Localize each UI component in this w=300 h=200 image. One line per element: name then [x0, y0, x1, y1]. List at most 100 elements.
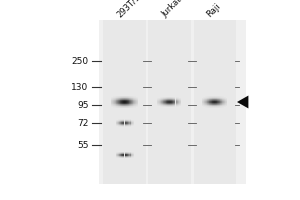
Bar	[132, 96, 133, 97]
Bar	[124, 102, 125, 103]
Bar	[131, 123, 132, 124]
Bar	[179, 100, 180, 101]
Bar	[132, 97, 133, 98]
Bar	[177, 100, 178, 101]
Bar	[128, 152, 129, 153]
Bar	[130, 153, 131, 154]
Bar	[122, 120, 123, 121]
Bar	[122, 119, 123, 120]
Bar	[115, 104, 116, 105]
Bar	[119, 104, 120, 105]
Bar	[129, 104, 130, 105]
Bar	[176, 105, 177, 106]
Bar	[134, 100, 135, 101]
Bar	[127, 105, 128, 106]
Bar	[124, 153, 125, 154]
Bar	[123, 96, 124, 97]
Bar	[217, 106, 218, 107]
Bar	[123, 156, 124, 157]
Bar	[170, 100, 171, 101]
Bar	[217, 97, 218, 98]
Bar	[218, 98, 219, 99]
Bar	[212, 107, 213, 108]
Bar	[123, 98, 124, 99]
Bar	[168, 106, 169, 107]
Bar	[133, 154, 134, 155]
Bar	[129, 121, 130, 122]
Bar	[175, 106, 176, 107]
Bar	[213, 100, 214, 101]
Bar	[176, 97, 177, 98]
Bar	[218, 107, 219, 108]
Bar	[120, 103, 121, 104]
Bar	[179, 99, 180, 100]
Bar	[222, 103, 223, 104]
Bar	[176, 98, 177, 99]
Bar	[223, 102, 224, 103]
Bar	[120, 152, 121, 153]
Bar	[207, 96, 208, 97]
Bar	[172, 100, 173, 101]
Bar	[210, 99, 211, 100]
Bar	[114, 106, 115, 107]
Bar	[172, 101, 173, 102]
Bar	[172, 97, 173, 98]
Bar	[176, 106, 177, 107]
Bar	[130, 155, 131, 156]
Bar	[180, 105, 181, 106]
Bar	[116, 106, 117, 107]
Bar	[119, 120, 120, 121]
Bar	[125, 156, 126, 157]
Bar	[123, 100, 124, 101]
Bar	[136, 99, 137, 100]
Bar	[164, 103, 165, 104]
Bar	[165, 105, 166, 106]
Bar	[120, 100, 121, 101]
Bar	[125, 98, 126, 99]
Bar	[205, 98, 206, 99]
Bar	[158, 98, 159, 99]
Bar	[220, 104, 221, 105]
Bar	[122, 121, 123, 122]
Bar	[124, 123, 125, 124]
Bar	[125, 101, 126, 102]
Bar	[128, 122, 129, 123]
Bar	[129, 103, 130, 104]
Bar	[213, 107, 214, 108]
Bar	[133, 124, 134, 125]
Bar	[161, 102, 162, 103]
Bar	[126, 105, 127, 106]
Bar	[115, 96, 116, 97]
Bar	[119, 152, 120, 153]
Bar	[173, 97, 174, 98]
Bar	[130, 99, 131, 100]
Bar	[129, 155, 130, 156]
Bar	[221, 104, 222, 105]
Bar	[132, 152, 133, 153]
Bar	[113, 105, 114, 106]
Bar	[119, 100, 120, 101]
Bar	[127, 152, 128, 153]
Bar	[120, 102, 121, 103]
Bar	[121, 121, 122, 122]
Bar	[130, 106, 131, 107]
Bar	[168, 104, 169, 105]
Bar	[115, 107, 116, 108]
Bar	[158, 102, 159, 103]
Bar	[179, 103, 180, 104]
Bar	[220, 101, 221, 102]
Bar	[211, 99, 212, 100]
Bar	[113, 98, 114, 99]
Bar	[130, 121, 131, 122]
Bar	[176, 104, 177, 105]
Bar	[130, 124, 131, 125]
Bar	[166, 97, 167, 98]
Bar	[123, 157, 124, 158]
Bar	[118, 157, 119, 158]
Bar	[217, 100, 218, 101]
Bar	[127, 102, 128, 103]
Bar	[123, 101, 124, 102]
Bar	[133, 96, 134, 97]
Bar	[167, 106, 168, 107]
Bar	[220, 97, 221, 98]
